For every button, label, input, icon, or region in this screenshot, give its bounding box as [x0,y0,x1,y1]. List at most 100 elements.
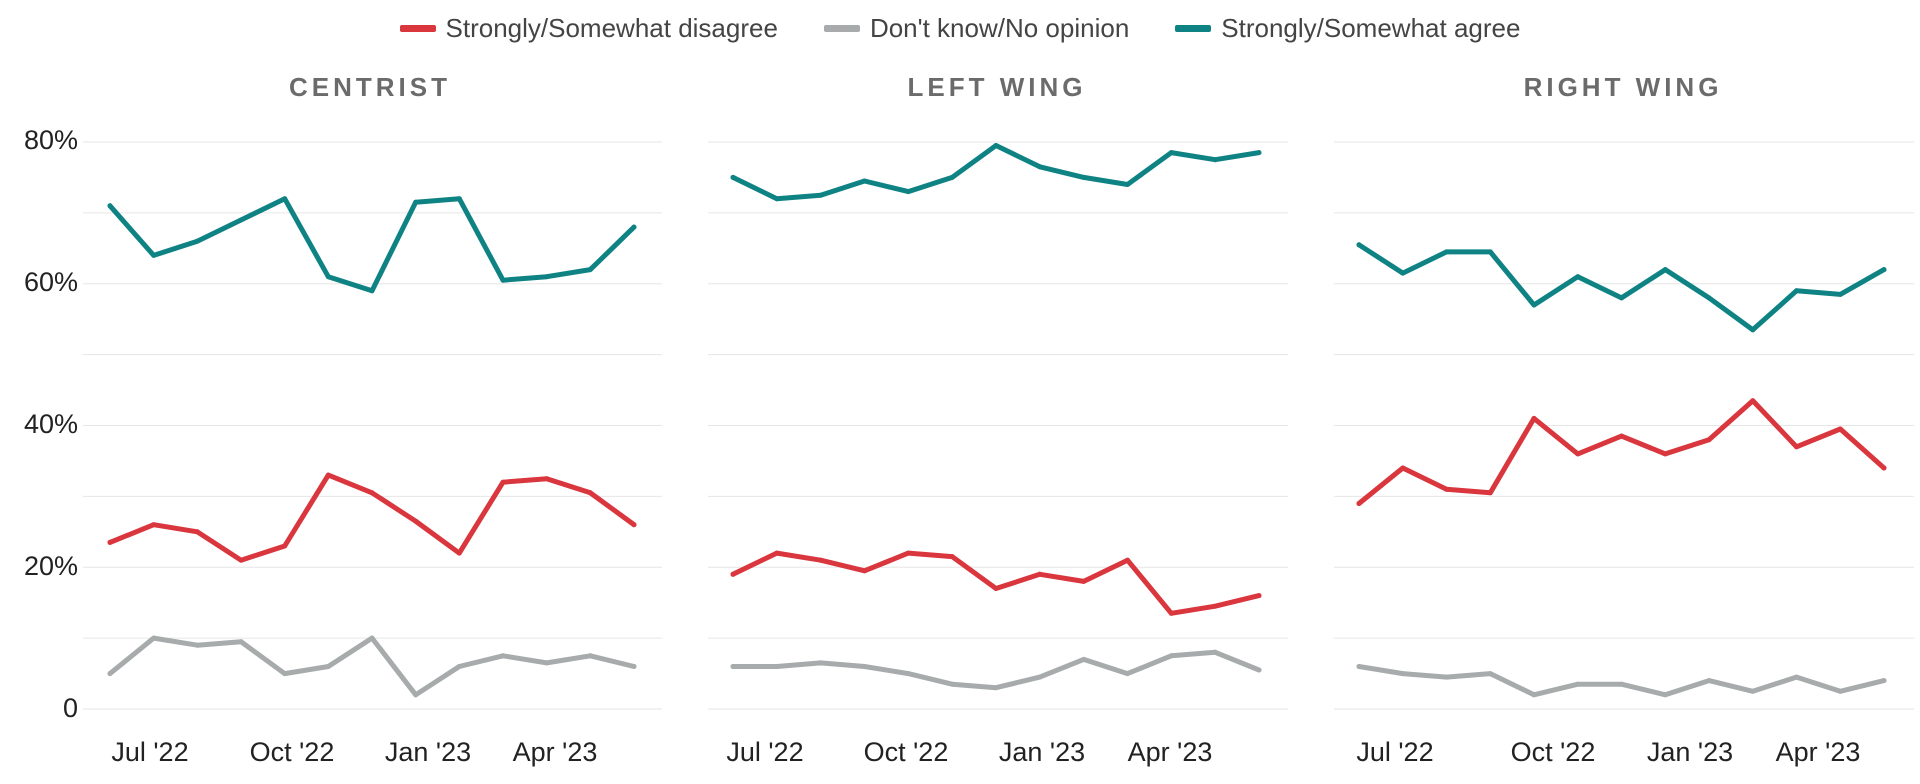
data-point-centrist-don-t-know-no-opinion-7 [413,692,419,698]
data-point-centrist-strongly-somewhat-disagree-2 [194,529,200,535]
data-point-left-wing-don-t-know-no-opinion-5 [949,681,955,687]
data-point-left-wing-strongly-somewhat-agree-8 [1081,174,1087,180]
data-point-centrist-strongly-somewhat-disagree-4 [282,543,288,549]
x-tick-label-right-wing-3: Apr '23 [1776,737,1861,767]
data-point-right-wing-don-t-know-no-opinion-12 [1881,678,1887,684]
legend-item-no-opinion: Don't know/No opinion [823,12,1130,44]
data-point-centrist-strongly-somewhat-disagree-12 [631,522,637,528]
series-line-left-wing-strongly-somewhat-agree [730,143,1262,202]
data-point-right-wing-don-t-know-no-opinion-0 [1356,664,1362,669]
y-tick-label-40: 40% [23,409,78,439]
data-point-centrist-strongly-somewhat-agree-11 [587,267,593,273]
data-point-left-wing-don-t-know-no-opinion-10 [1168,653,1174,659]
data-point-right-wing-strongly-somewhat-agree-1 [1400,270,1406,276]
data-point-right-wing-strongly-somewhat-disagree-6 [1619,433,1624,439]
x-tick-label-left-wing-2: Jan '23 [999,737,1085,767]
data-point-right-wing-strongly-somewhat-agree-0 [1356,242,1362,248]
data-point-centrist-don-t-know-no-opinion-0 [107,671,113,677]
data-point-right-wing-strongly-somewhat-agree-12 [1881,267,1887,273]
data-point-centrist-strongly-somewhat-disagree-7 [413,518,419,524]
x-tick-label-left-wing-0: Jul '22 [726,737,803,767]
data-point-right-wing-don-t-know-no-opinion-4 [1531,692,1537,698]
data-point-left-wing-don-t-know-no-opinion-9 [1125,671,1130,677]
data-point-right-wing-strongly-somewhat-agree-11 [1837,291,1843,297]
panel-centrist: Jul '22 Oct '22 Jan '23 Apr '23 [83,141,662,767]
data-point-centrist-don-t-know-no-opinion-6 [369,635,375,641]
data-point-right-wing-strongly-somewhat-disagree-4 [1531,415,1537,421]
data-point-centrist-strongly-somewhat-agree-3 [238,217,244,223]
data-point-right-wing-don-t-know-no-opinion-5 [1575,681,1581,687]
data-point-right-wing-strongly-somewhat-agree-5 [1575,274,1581,280]
x-tick-label-centrist-3: Apr '23 [513,737,598,767]
data-point-right-wing-strongly-somewhat-agree-3 [1487,249,1493,255]
data-point-right-wing-don-t-know-no-opinion-6 [1619,681,1624,687]
data-point-centrist-strongly-somewhat-disagree-0 [107,539,113,545]
data-point-left-wing-strongly-somewhat-disagree-11 [1212,603,1218,609]
data-point-right-wing-strongly-somewhat-disagree-12 [1881,465,1887,471]
data-point-right-wing-don-t-know-no-opinion-2 [1444,674,1449,680]
x-tick-label-right-wing-0: Jul '22 [1356,737,1433,767]
data-point-right-wing-don-t-know-no-opinion-7 [1662,692,1668,698]
legend-label-agree: Strongly/Somewhat agree [1221,12,1521,43]
data-point-left-wing-strongly-somewhat-disagree-12 [1256,593,1262,599]
x-tick-label-left-wing-3: Apr '23 [1128,737,1213,767]
legend: Strongly/Somewhat disagree Don't know/No… [0,8,1920,48]
y-tick-label-0: 0 [62,693,78,723]
data-point-centrist-don-t-know-no-opinion-3 [238,639,244,645]
data-point-left-wing-don-t-know-no-opinion-6 [993,685,999,691]
legend-label-no-opinion: Don't know/No opinion [869,12,1130,43]
series-line-centrist-strongly-somewhat-disagree [107,472,637,563]
data-point-left-wing-strongly-somewhat-agree-3 [862,178,867,184]
data-point-centrist-don-t-know-no-opinion-4 [282,671,288,677]
data-point-centrist-don-t-know-no-opinion-9 [500,653,506,659]
data-point-left-wing-strongly-somewhat-disagree-5 [949,554,955,560]
data-point-right-wing-strongly-somewhat-agree-7 [1662,267,1668,273]
data-point-centrist-don-t-know-no-opinion-10 [544,660,550,666]
data-point-centrist-strongly-somewhat-agree-9 [500,277,506,283]
data-point-left-wing-don-t-know-no-opinion-7 [1037,674,1043,680]
data-point-centrist-strongly-somewhat-agree-8 [456,196,462,202]
data-point-right-wing-strongly-somewhat-disagree-7 [1662,451,1668,457]
data-point-centrist-strongly-somewhat-agree-4 [282,196,288,202]
data-point-left-wing-strongly-somewhat-disagree-3 [862,568,867,574]
data-point-left-wing-don-t-know-no-opinion-11 [1212,649,1218,655]
x-tick-label-centrist-2: Jan '23 [385,737,471,767]
data-point-right-wing-don-t-know-no-opinion-10 [1794,674,1799,680]
series-line-right-wing-strongly-somewhat-agree [1356,242,1887,333]
data-point-centrist-strongly-somewhat-disagree-10 [544,476,550,482]
data-point-left-wing-strongly-somewhat-agree-11 [1212,157,1218,163]
data-point-centrist-don-t-know-no-opinion-2 [194,642,200,648]
panel-title-right-wing: RIGHT WING [1523,72,1723,102]
series-line-left-wing-strongly-somewhat-disagree [730,550,1262,616]
data-point-right-wing-strongly-somewhat-agree-8 [1706,295,1712,301]
data-point-centrist-strongly-somewhat-agree-12 [631,224,637,230]
data-point-left-wing-strongly-somewhat-disagree-9 [1125,557,1130,563]
data-point-centrist-strongly-somewhat-disagree-11 [587,490,593,496]
x-tick-label-centrist-0: Jul '22 [111,737,188,767]
data-point-left-wing-strongly-somewhat-disagree-6 [993,586,999,591]
data-point-left-wing-strongly-somewhat-agree-1 [774,196,780,202]
data-point-right-wing-strongly-somewhat-agree-6 [1619,295,1624,301]
data-point-centrist-strongly-somewhat-agree-2 [194,238,200,244]
data-point-left-wing-strongly-somewhat-agree-4 [905,189,911,195]
data-point-left-wing-strongly-somewhat-agree-7 [1037,164,1043,170]
panel-left-wing: Jul '22 Oct '22 Jan '23 Apr '23 [708,141,1288,767]
data-point-left-wing-strongly-somewhat-agree-5 [949,174,955,180]
data-point-right-wing-strongly-somewhat-disagree-5 [1575,451,1581,457]
panel-title-left-wing: LEFT WING [907,72,1087,102]
data-point-centrist-strongly-somewhat-agree-5 [325,274,331,280]
data-point-centrist-strongly-somewhat-disagree-9 [500,479,506,485]
data-point-left-wing-don-t-know-no-opinion-8 [1081,656,1087,662]
legend-item-agree: Strongly/Somewhat agree [1175,13,1520,44]
data-point-left-wing-strongly-somewhat-disagree-10 [1168,610,1174,616]
legend-swatch-no-opinion [823,24,860,32]
data-point-centrist-don-t-know-no-opinion-1 [151,635,157,641]
x-tick-label-right-wing-2: Jan '23 [1647,737,1733,767]
data-point-right-wing-strongly-somewhat-disagree-1 [1400,465,1406,471]
data-point-centrist-strongly-somewhat-disagree-8 [456,550,462,556]
series-line-right-wing-strongly-somewhat-disagree [1356,398,1887,506]
series-line-left-wing-don-t-know-no-opinion [730,649,1262,691]
data-point-left-wing-don-t-know-no-opinion-2 [818,660,824,666]
data-point-centrist-don-t-know-no-opinion-12 [631,664,637,669]
